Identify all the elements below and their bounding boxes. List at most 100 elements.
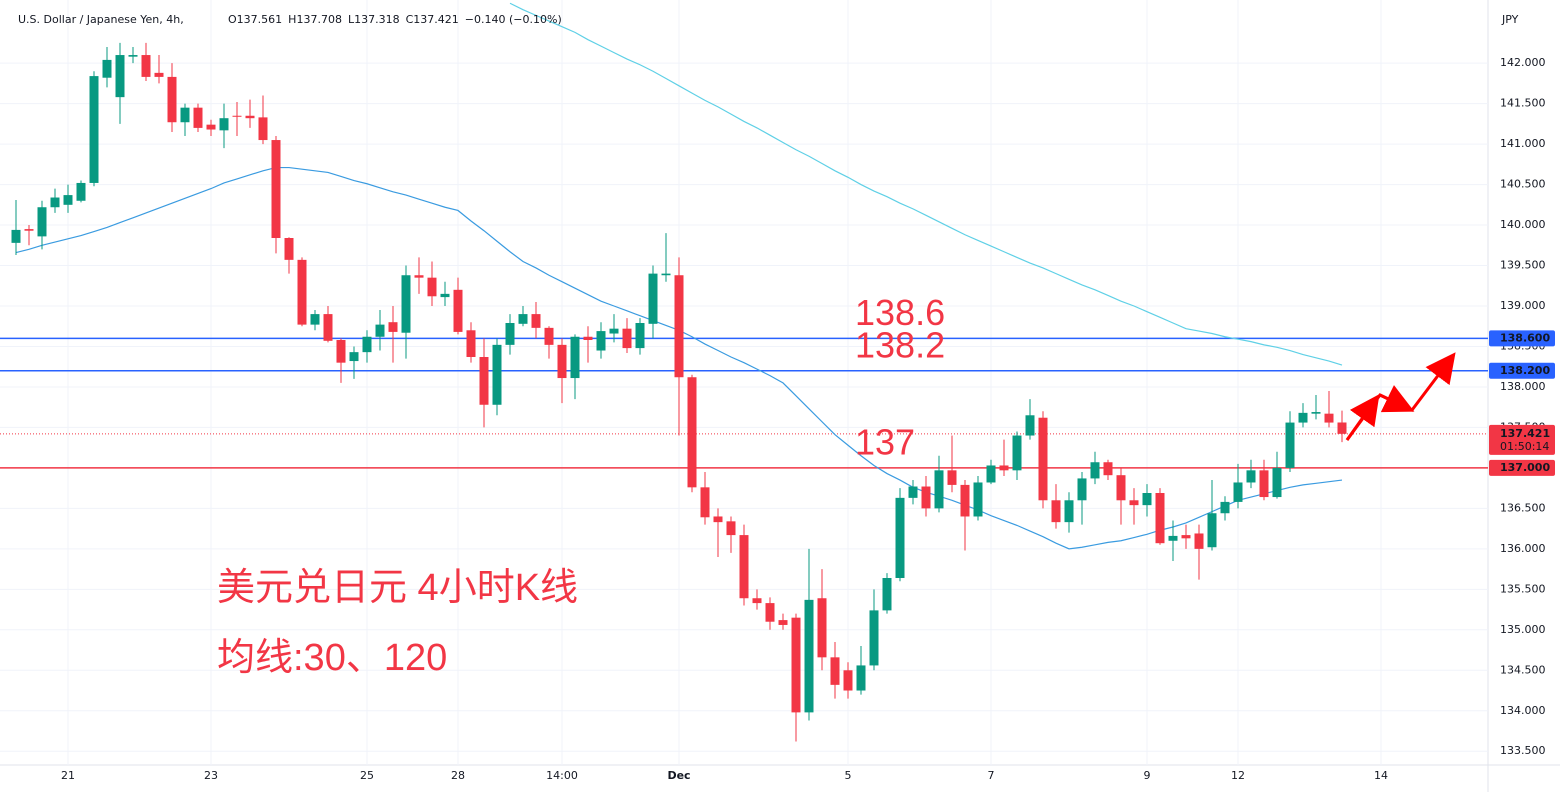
candle-body [1038, 417, 1048, 501]
candle-body [986, 465, 996, 483]
candle-body [999, 465, 1009, 471]
candle-body [895, 497, 905, 578]
candle-body [1285, 422, 1295, 468]
candle-body [167, 76, 177, 123]
countdown: 01:50:14 [1500, 440, 1549, 453]
price-tag-label: 138.200 [1500, 364, 1550, 377]
candle-body [791, 617, 801, 713]
candle-body [1129, 500, 1139, 506]
candle-body [1246, 470, 1256, 483]
y-tick-label: 139.500 [1500, 259, 1546, 272]
candle-body [128, 55, 138, 57]
candle-body [297, 259, 307, 325]
candle-body [804, 599, 814, 713]
ohlc-value: 137.561 [237, 13, 283, 26]
candle-body [141, 55, 151, 77]
candle-body [544, 327, 554, 345]
candle-body [505, 323, 515, 345]
candle-body [1025, 415, 1035, 436]
candle-body [1090, 462, 1100, 479]
candle-body [271, 140, 281, 238]
candle-body [1051, 500, 1061, 523]
candle-body [180, 107, 190, 123]
candle-body [661, 273, 671, 276]
last-price-tag [1489, 424, 1555, 455]
y-tick-label: 141.000 [1500, 137, 1546, 150]
candle-body [1298, 412, 1308, 423]
candle-body [1324, 413, 1334, 423]
y-tick-label: 135.000 [1500, 623, 1546, 636]
candle-body [37, 207, 47, 237]
candle-body [284, 238, 294, 260]
candle-body [583, 336, 593, 340]
candle-body [674, 275, 684, 378]
annotation: 138.6 [855, 292, 945, 333]
candle-body [11, 229, 21, 243]
candle-body [1168, 535, 1178, 541]
candle-body [89, 76, 99, 183]
y-tick-label: 134.500 [1500, 663, 1546, 676]
x-tick-label: 12 [1231, 769, 1245, 782]
candle-body [76, 182, 86, 201]
candle-body [765, 603, 775, 622]
candle-body [622, 328, 632, 349]
moving-average [509, 2, 1343, 366]
candle-body [570, 336, 580, 379]
candle-body [817, 598, 827, 658]
caption: 美元兑日元 4小时K线 [217, 567, 578, 609]
price-tag-label: 138.600 [1500, 331, 1550, 344]
candle-body [596, 331, 606, 351]
x-tick-label: 21 [61, 769, 75, 782]
candle-body [531, 314, 541, 328]
axis: 133.500 134.000 134.500 135.000 135.500 136.0… [61, 56, 1555, 782]
candle-body [245, 115, 255, 119]
candle-body [1337, 422, 1347, 434]
candle-body [427, 277, 437, 297]
ohlc-letter: H [288, 13, 296, 26]
candle-body [1142, 493, 1152, 506]
candle-body [323, 314, 333, 341]
candle-body [206, 124, 216, 130]
price-tag-label: 137.000 [1500, 461, 1550, 474]
candle-body [1311, 412, 1321, 414]
candle-body [375, 324, 385, 337]
x-tick-label: 25 [360, 769, 374, 782]
caption: 均线:30、120 [217, 637, 447, 679]
change: −0.140 (−0.10%) [465, 13, 562, 26]
y-tick-label: 135.500 [1500, 582, 1546, 595]
x-tick-label: 14:00 [546, 769, 578, 782]
candle-body [258, 117, 268, 141]
candle-body [726, 521, 736, 536]
candle-body [739, 535, 749, 599]
candle-body [1259, 470, 1269, 498]
plot [0, 2, 1488, 742]
candle-body [24, 229, 34, 231]
ohlc-value: 137.318 [354, 13, 400, 26]
candle-body [115, 55, 125, 98]
y-tick-label: 134.000 [1500, 704, 1546, 717]
x-tick-label: Dec [667, 769, 690, 782]
y-tick-label: 140.000 [1500, 218, 1546, 231]
y-tick-label: 142.000 [1500, 56, 1546, 69]
candle-body [479, 357, 489, 405]
candle-body [908, 486, 918, 498]
candle-body [648, 273, 658, 324]
ohlc-letter: O [228, 13, 237, 26]
x-tick-label: 14 [1374, 769, 1388, 782]
candle-body [232, 115, 242, 117]
candle-body [869, 610, 879, 666]
candle-body [635, 323, 645, 349]
ohlc-letter: L [348, 13, 355, 26]
price-tag [1489, 330, 1555, 347]
price-tag [1489, 459, 1555, 476]
candle-body [856, 665, 866, 691]
candle-body [102, 59, 112, 78]
candle-body [1181, 535, 1191, 539]
candle-body [1077, 478, 1087, 501]
ohlc-value: 137.708 [296, 13, 342, 26]
x-tick-label: 23 [204, 769, 218, 782]
candle-body [609, 328, 619, 334]
candle-body [1103, 462, 1113, 476]
candle-body [63, 195, 73, 205]
